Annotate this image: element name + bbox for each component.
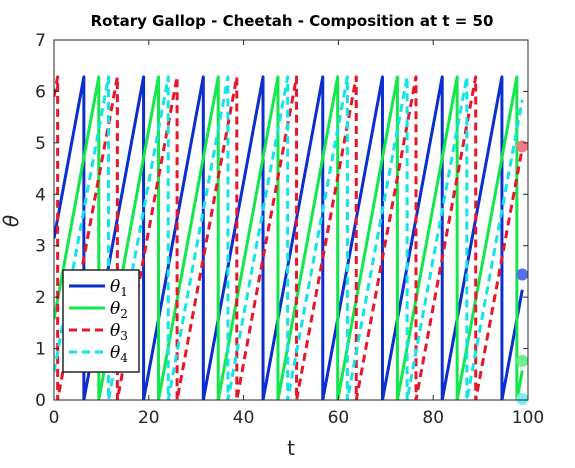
end-marker-1	[516, 268, 529, 281]
end-marker-3	[516, 140, 529, 153]
x-tick-label: 100	[512, 408, 544, 428]
x-tick-label: 0	[49, 408, 60, 428]
end-marker-2	[516, 354, 529, 367]
x-tick-label: 20	[138, 408, 160, 428]
end-marker-4	[516, 392, 529, 405]
y-tick-label: 5	[35, 134, 46, 154]
y-tick-label: 1	[35, 340, 46, 360]
y-tick-label: 6	[35, 82, 46, 102]
y-tick-label: 2	[35, 288, 46, 308]
plot-area-frame	[53, 39, 529, 401]
x-tick-label: 80	[422, 408, 444, 428]
end-markers	[516, 140, 529, 405]
y-tick-label: 3	[35, 237, 46, 257]
y-tick-label: 7	[35, 31, 46, 51]
series-line-4	[54, 75, 524, 400]
series-line-1	[54, 75, 524, 400]
x-axis-title: t	[287, 436, 295, 460]
series-layer	[54, 75, 524, 400]
chart-title: Rotary Gallop - Cheetah - Composition at…	[91, 12, 494, 30]
y-tick-label: 4	[35, 185, 46, 205]
x-tick-label: 60	[328, 408, 350, 428]
y-axis-title: θ	[0, 215, 23, 227]
y-tick-label: 0	[35, 391, 46, 411]
axis-ticks: 0 20 40 60 80 100 0 1 2 3 4 5 6 7	[35, 31, 544, 428]
x-tick-label: 40	[233, 408, 255, 428]
